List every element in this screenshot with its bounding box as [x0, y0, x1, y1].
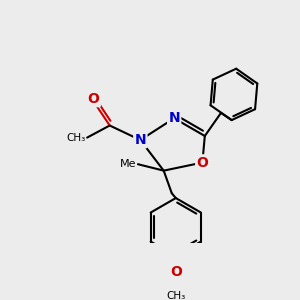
Text: Me: Me [120, 159, 136, 169]
Text: O: O [196, 156, 208, 170]
Text: CH₃: CH₃ [166, 291, 185, 300]
Text: N: N [134, 133, 146, 147]
Text: O: O [88, 92, 100, 106]
Text: CH₃: CH₃ [66, 133, 85, 142]
Text: N: N [168, 111, 180, 125]
Text: O: O [170, 265, 182, 279]
